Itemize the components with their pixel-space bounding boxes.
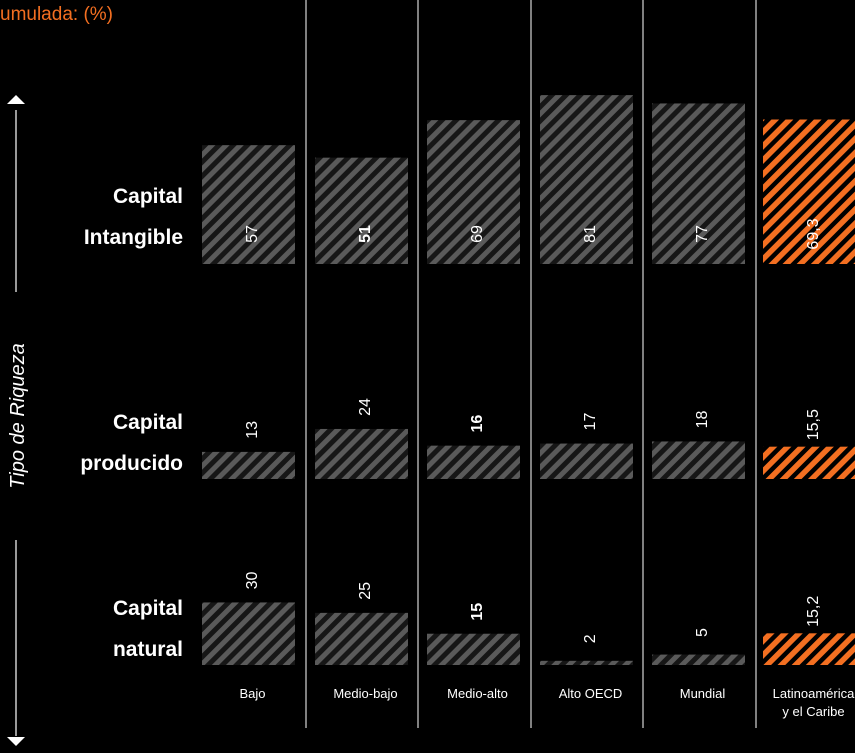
value-label-capital-intangible-latinoamerica-y-el-caribe: 69,3 [805, 218, 822, 249]
value-label-capital-natural-latinoamerica-y-el-caribe: 15,2 [805, 596, 822, 627]
bar-capital-intangible-latinoamerica-y-el-caribe [763, 119, 855, 265]
bar-capital-producido-latinoamerica-y-el-caribe [763, 446, 855, 479]
value-label-capital-producido-medio-bajo: 24 [357, 398, 374, 416]
category-label-alto-oecd: Alto OECD [559, 686, 623, 701]
value-label-capital-intangible-alto-oecd: 81 [582, 225, 599, 243]
bar-capital-natural-latinoamerica-y-el-caribe [763, 633, 855, 665]
bar-capital-intangible-medio-alto [427, 120, 520, 264]
row-label-capital-producido: Capital producido [80, 411, 183, 475]
value-label-capital-producido-bajo: 13 [244, 421, 261, 439]
value-label-capital-natural-medio-alto: 15 [469, 603, 486, 621]
bar-capital-natural-medio-alto [427, 633, 520, 665]
category-label-bajo: Bajo [239, 686, 265, 701]
category-label-latinoamerica-y-el-caribe: Latinoamérica y el Caribe [773, 686, 855, 719]
chart-title: umulada: (%) [0, 4, 113, 25]
value-label-capital-intangible-medio-bajo: 51 [357, 225, 374, 243]
bar-capital-natural-alto-oecd [540, 660, 633, 665]
y-axis-label: Tipo de Riqueza [7, 343, 29, 488]
bar-capital-natural-medio-bajo [315, 612, 408, 665]
bar-capital-intangible-mundial [652, 103, 745, 264]
value-label-capital-natural-bajo: 30 [244, 571, 261, 589]
arrow-down-icon [7, 737, 25, 746]
value-label-capital-producido-medio-alto: 16 [469, 415, 486, 433]
row-label-capital-natural: Capital natural [113, 597, 183, 661]
value-label-capital-intangible-mundial: 77 [694, 225, 711, 243]
value-label-capital-natural-mundial: 5 [694, 628, 711, 637]
value-label-capital-intangible-medio-alto: 69 [469, 225, 486, 243]
arrow-up-icon [7, 95, 25, 104]
bar-capital-producido-medio-alto [427, 445, 520, 479]
category-label-medio-bajo: Medio-bajo [333, 686, 397, 701]
bar-capital-intangible-alto-oecd [540, 95, 633, 265]
category-label-medio-alto: Medio-alto [447, 686, 508, 701]
category-label-mundial: Mundial [680, 686, 726, 701]
bar-capital-natural-bajo [202, 602, 295, 665]
value-label-capital-intangible-bajo: 57 [244, 225, 261, 243]
bar-capital-producido-medio-bajo [315, 428, 408, 479]
value-label-capital-natural-alto-oecd: 2 [582, 634, 599, 643]
value-label-capital-producido-alto-oecd: 17 [582, 413, 599, 431]
value-label-capital-producido-latinoamerica-y-el-caribe: 15,5 [805, 409, 822, 440]
value-label-capital-natural-medio-bajo: 25 [357, 582, 374, 600]
row-label-capital-intangible: Capital Intangible [84, 185, 183, 249]
bar-capital-producido-bajo [202, 451, 295, 479]
bar-capital-producido-mundial [652, 441, 745, 479]
bar-capital-intangible-bajo [202, 145, 295, 264]
bar-capital-natural-mundial [652, 654, 745, 665]
bar-capital-intangible-medio-bajo [315, 157, 408, 264]
bar-capital-producido-alto-oecd [540, 443, 633, 479]
value-label-capital-producido-mundial: 18 [694, 410, 711, 428]
